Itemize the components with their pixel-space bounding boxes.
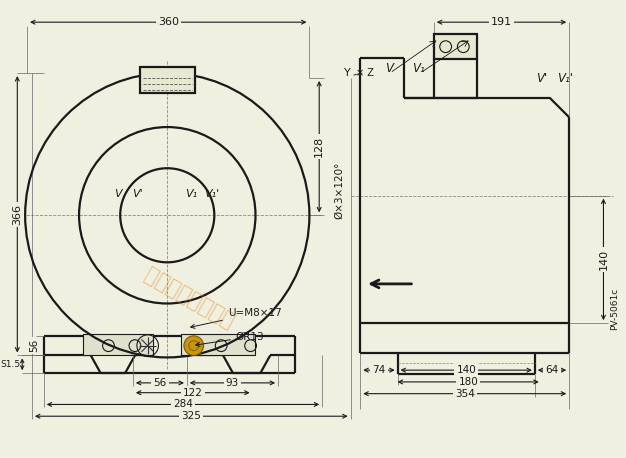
Text: 64: 64 (545, 365, 558, 375)
Text: 366: 366 (13, 204, 23, 225)
Text: 140: 140 (598, 249, 608, 270)
Text: Y: Y (344, 68, 351, 78)
Text: ØR13: ØR13 (195, 332, 265, 347)
Text: V': V' (133, 189, 143, 199)
Text: 北京美乐机电设备: 北京美乐机电设备 (140, 265, 237, 332)
Text: 56: 56 (29, 339, 39, 352)
Text: 140: 140 (456, 365, 476, 375)
Text: S1.5: S1.5 (0, 360, 20, 369)
Bar (434, 34, 477, 60)
Text: U=M8×17: U=M8×17 (191, 308, 282, 328)
Text: 325: 325 (182, 411, 201, 421)
Text: 29: 29 (449, 42, 462, 52)
Text: 360: 360 (158, 17, 179, 27)
Text: V: V (115, 189, 122, 199)
Text: 56: 56 (153, 378, 167, 388)
Text: 122: 122 (183, 387, 203, 398)
Text: V₁': V₁' (204, 189, 219, 199)
Bar (181, 334, 255, 355)
Text: × Z: × Z (356, 68, 374, 78)
Bar (83, 334, 153, 355)
Text: 74: 74 (372, 365, 386, 375)
Text: V₁: V₁ (185, 189, 197, 199)
Text: Ø×3×120°: Ø×3×120° (334, 162, 344, 219)
Text: PV-5061c: PV-5061c (610, 287, 618, 329)
Text: 284: 284 (173, 399, 193, 409)
Circle shape (184, 336, 203, 355)
Text: 93: 93 (226, 378, 239, 388)
Text: 128: 128 (314, 136, 324, 157)
Text: V': V' (536, 71, 547, 85)
Text: V: V (385, 62, 393, 75)
Text: V₁: V₁ (412, 62, 424, 75)
Text: 354: 354 (455, 389, 475, 398)
Text: 180: 180 (458, 377, 478, 387)
Text: 191: 191 (491, 17, 512, 27)
Bar (140, 67, 195, 93)
Text: V₁': V₁' (557, 71, 573, 85)
